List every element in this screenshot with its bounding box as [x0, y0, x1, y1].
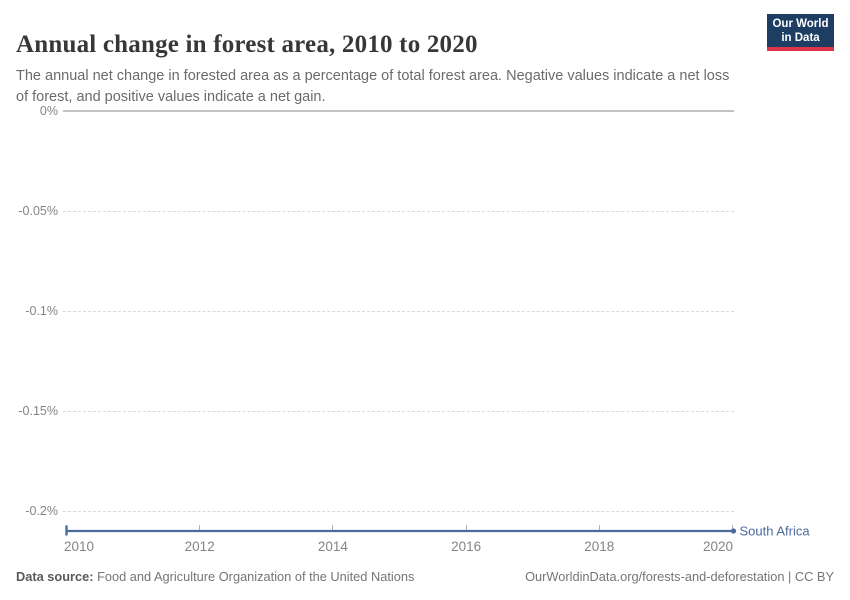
chart-subtitle: The annual net change in forested area a…: [16, 67, 730, 105]
x-axis-tick: [732, 525, 733, 530]
gridline: [63, 511, 734, 512]
data-source-note: Data source: Food and Agriculture Organi…: [16, 569, 414, 584]
chart-footer: Data source: Food and Agriculture Organi…: [16, 569, 834, 584]
y-axis-tick-label: -0.1%: [25, 304, 58, 318]
x-axis-tick: [199, 525, 201, 530]
series-entity-label[interactable]: South Africa: [739, 523, 810, 539]
x-axis-tick: [465, 525, 467, 530]
gridline: [63, 211, 734, 212]
series-end-marker: [730, 528, 737, 534]
x-axis-tick-label: 2012: [184, 539, 215, 554]
x-axis-tick-label: 2018: [584, 539, 615, 554]
license-note: OurWorldinData.org/forests-and-deforesta…: [525, 569, 834, 584]
chart-title: Annual change in forest area, 2010 to 20…: [16, 30, 478, 58]
y-axis-tick-label: -0.2%: [25, 504, 58, 518]
owid-logo[interactable]: Our World in Data: [767, 14, 834, 51]
x-axis-tick: [332, 525, 334, 530]
data-source-text: Food and Agriculture Organization of the…: [93, 569, 415, 584]
owid-logo-line2: in Data: [781, 32, 820, 44]
x-axis-tick-label: 2020: [702, 539, 733, 554]
x-axis-tick: [598, 525, 600, 530]
data-source-label: Data source:: [16, 569, 94, 584]
y-axis-tick-label: 0%: [39, 104, 58, 118]
gridline: [63, 311, 734, 312]
zero-gridline: [63, 110, 734, 112]
y-axis-tick-label: -0.05%: [18, 204, 58, 218]
x-axis-tick-label: 2010: [64, 539, 95, 554]
gridline: [63, 411, 734, 412]
x-axis-tick-label: 2014: [317, 539, 348, 554]
x-axis-tick-label: 2016: [451, 539, 482, 554]
y-axis-tick-label: -0.15%: [18, 404, 58, 418]
owid-logo-line1: Our World: [772, 18, 829, 30]
